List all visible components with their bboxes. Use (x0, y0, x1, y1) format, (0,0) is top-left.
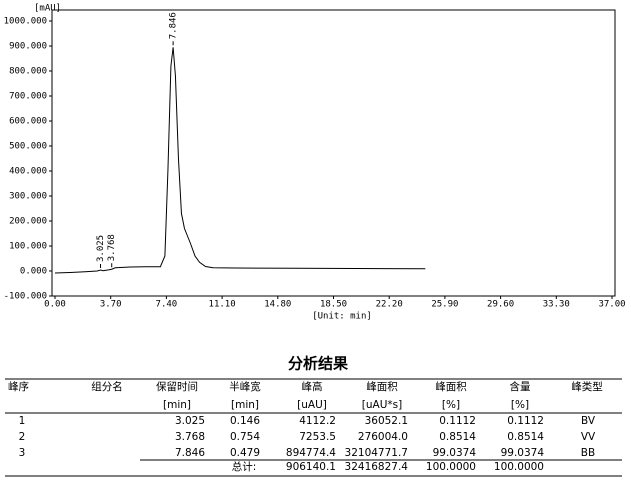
table-title: 分析结果 (288, 355, 349, 373)
x-tick-label: 29.60 (487, 300, 514, 310)
table-cell: 2 (19, 431, 26, 443)
table-cell: 7.846 (175, 447, 205, 459)
table-cell: 894774.4 (286, 447, 336, 459)
x-tick-label: 7.40 (156, 300, 178, 310)
y-axis-label: [mAU] (34, 4, 61, 14)
table-cell: 4112.2 (299, 415, 336, 427)
y-tick-label: 800.000 (9, 67, 47, 77)
y-tick-label: 600.000 (9, 117, 47, 127)
result-table: 分析结果 峰序 组分名 保留时间 半峰宽 峰高 峰面积 峰面积 含量 峰类型 [min] [min]… (5, 355, 622, 477)
table-cell: 0.1112 (507, 415, 544, 427)
table-cell: 0.1112 (439, 415, 476, 427)
x-tick-label: 18.50 (320, 300, 347, 310)
column-unit: [uAU*s] (362, 399, 402, 411)
y-tick-label: 900.000 (9, 42, 47, 52)
y-tick-label: -100.000 (4, 292, 47, 302)
y-tick-label: 1000.000 (4, 17, 47, 27)
y-tick-label: 400.000 (9, 167, 47, 177)
peak-label: 3.768 (107, 234, 117, 261)
y-tick-label: 700.000 (9, 92, 47, 102)
x-axis-label: [Unit: min] (312, 312, 372, 322)
y-tick-label: 300.000 (9, 192, 47, 202)
total-cell: 总计: (232, 460, 257, 473)
total-cell: 32416827.4 (345, 461, 409, 473)
column-unit: [%] (511, 399, 529, 411)
table-cell: 0.479 (230, 447, 260, 459)
column-header: 峰面积 (435, 381, 467, 393)
table-cell: BV (581, 415, 596, 427)
table-cell: 1 (19, 415, 26, 427)
column-unit: [uAU] (297, 399, 327, 411)
x-tick-label: 0.00 (44, 300, 66, 310)
plot-frame (51, 9, 616, 297)
table-cell: 36052.1 (365, 415, 408, 427)
column-header: 保留时间 (156, 380, 198, 393)
x-tick-label: 25.90 (431, 300, 458, 310)
x-tick-label: 22.20 (376, 300, 403, 310)
table-cell: 3 (19, 447, 26, 459)
table-cell: 0.8514 (439, 431, 476, 443)
column-header: 半峰宽 (229, 380, 261, 393)
column-header: 峰面积 (366, 381, 398, 393)
x-tick-label: 33.30 (543, 300, 570, 310)
peak-label: 3.025 (96, 235, 106, 262)
x-tick-label: 14.80 (264, 300, 291, 310)
column-header: 含量 (510, 380, 531, 393)
column-unit: [%] (442, 399, 460, 411)
x-tick-label: 37.00 (598, 300, 625, 310)
x-tick-label: 3.70 (100, 300, 122, 310)
y-tick-label: 100.000 (9, 242, 47, 252)
table-cell: 32104771.7 (345, 447, 408, 459)
column-unit: [min] (231, 399, 259, 411)
x-tick-label: 11.10 (209, 300, 236, 310)
y-tick-label: 200.000 (9, 217, 47, 227)
table-cell: 99.0374 (433, 447, 477, 459)
table-cell: 7253.5 (299, 431, 336, 443)
total-cell: 100.0000 (426, 461, 476, 473)
table-cell: VV (581, 431, 596, 443)
table-cell: BB (581, 447, 595, 459)
column-header: 峰序 (8, 380, 29, 393)
peak-label: 7.846 (169, 12, 179, 39)
y-tick-label: 0.000 (20, 267, 47, 277)
table-cell: 3.025 (175, 415, 205, 427)
column-header: 峰类型 (571, 380, 603, 393)
table-cell: 3.768 (175, 431, 205, 443)
column-header: 组分名 (91, 380, 123, 393)
table-cell: 0.754 (230, 431, 260, 443)
total-cell: 906140.1 (286, 461, 336, 473)
y-tick-label: 500.000 (9, 142, 47, 152)
table-cell: 276004.0 (358, 431, 408, 443)
table-cell: 0.146 (230, 415, 260, 427)
total-cell: 100.0000 (494, 461, 544, 473)
table-cell: 0.8514 (507, 431, 544, 443)
column-header: 峰高 (302, 380, 323, 393)
column-unit: [min] (163, 399, 191, 411)
trace (54, 47, 426, 274)
table-cell: 99.0374 (501, 447, 545, 459)
